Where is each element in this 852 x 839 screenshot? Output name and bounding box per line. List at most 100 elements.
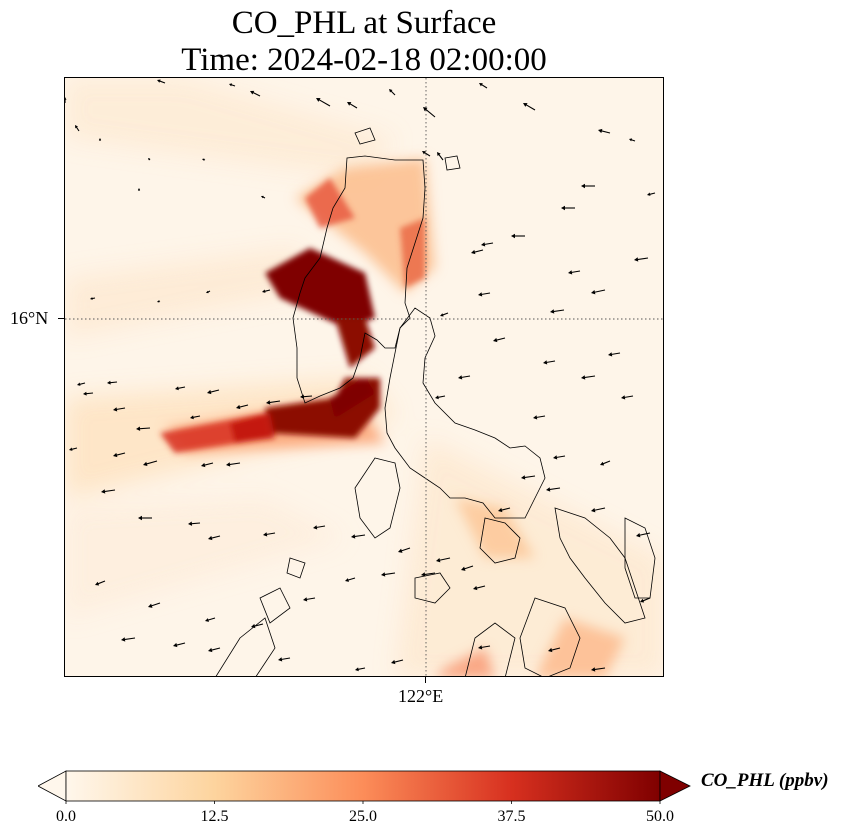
map-title: CO_PHL at Surface (231, 5, 497, 41)
wind-arrow (533, 415, 546, 420)
wind-arrow (478, 645, 491, 650)
wind-arrow (521, 475, 536, 480)
wind-arrow (481, 242, 494, 247)
wind-arrow (398, 547, 411, 553)
colorbar (38, 770, 691, 804)
wind-arrow (157, 79, 166, 84)
wind-arrow (143, 460, 158, 467)
wind-arrow (381, 572, 396, 577)
wind-arrow (581, 183, 595, 189)
wind-arrow (351, 534, 366, 539)
wind-arrow (473, 585, 486, 591)
wind-arrow (148, 158, 151, 161)
coastline-segment (444, 155, 461, 171)
wind-arrow (389, 89, 396, 96)
colorbar-body (65, 770, 661, 802)
wind-arrow (206, 290, 211, 294)
colorbar-tick-label: 12.5 (200, 808, 229, 825)
colorbar-tick-label: 0.0 (56, 808, 76, 825)
wind-arrow (175, 386, 186, 391)
wind-arrow (77, 382, 86, 386)
wind-arrow (83, 391, 94, 396)
wind-arrow (511, 233, 525, 239)
coastline-segment (354, 457, 401, 539)
coastline-segment (292, 155, 426, 404)
wind-arrow (608, 352, 621, 357)
wind-arrow (226, 462, 241, 467)
wind-arrow (205, 617, 216, 622)
wind-arrow (581, 375, 596, 380)
wind-arrow (138, 515, 152, 521)
coastline-segment (286, 557, 306, 579)
wind-arrow (493, 337, 506, 343)
wind-arrow (229, 83, 236, 87)
wind-arrow (591, 289, 606, 295)
wind-arrow (546, 487, 561, 492)
wind-arrow (421, 572, 436, 577)
colorbar-tick-label: 37.5 (497, 808, 526, 825)
wind-arrow (523, 103, 536, 111)
wind-arrow (98, 138, 102, 141)
wind-arrow (300, 394, 313, 399)
wind-arrow (208, 535, 221, 541)
wind-arrow (266, 400, 281, 405)
wind-arrow (440, 312, 449, 317)
wind-arrow (600, 460, 611, 466)
wind-arrow (435, 395, 446, 400)
colorbar-label: CO_PHL (ppbv) (701, 770, 829, 791)
wind-arrow (561, 205, 575, 211)
wind-arrow (313, 525, 326, 530)
coastline-segment (259, 587, 291, 624)
wind-arrow (121, 637, 136, 642)
longitude-tick-mark (425, 677, 426, 683)
wind-arrow (263, 532, 276, 537)
wind-arrow (598, 128, 611, 134)
wind-arrow (391, 659, 404, 665)
wind-arrow (202, 158, 206, 161)
wind-arrow (188, 521, 201, 526)
wind-arrow (647, 192, 656, 196)
wind-arrow (629, 138, 636, 142)
map-panel[interactable] (64, 77, 664, 677)
longitude-tick-label: 122°E (398, 686, 444, 706)
coastline-segment (519, 597, 581, 676)
coastline-segment (354, 127, 376, 145)
latitude-tick-mark (58, 318, 64, 319)
wind-arrow (355, 667, 366, 672)
wind-arrow (75, 125, 80, 132)
wind-arrow (113, 452, 126, 458)
wind-arrow (157, 300, 161, 303)
wind-arrow (437, 152, 444, 161)
wind-arrow (251, 623, 264, 629)
coastline-segment (384, 307, 546, 519)
coastline-segment (215, 617, 276, 676)
wind-arrow (458, 375, 471, 380)
wind-arrow (137, 188, 141, 191)
wind-arrow (471, 249, 484, 255)
colorbar-tick-label: 25.0 (349, 808, 377, 825)
map-canvas (65, 78, 663, 676)
wind-arrow (173, 642, 186, 648)
wind-arrow (278, 657, 291, 662)
wind-arrow (479, 83, 488, 89)
wind-arrow (550, 309, 565, 314)
wind-arrow (568, 270, 581, 275)
wind-arrow (90, 297, 96, 300)
wind-arrow (548, 647, 561, 653)
map-subtitle-time: Time: 2024-02-18 02:00:00 (181, 42, 547, 78)
wind-arrow (461, 565, 474, 571)
wind-arrow (621, 395, 634, 400)
latitude-tick-label: 16°N (10, 308, 49, 328)
colorbar-extend-min (38, 770, 67, 802)
wind-arrow (591, 667, 606, 672)
wind-arrow (262, 289, 271, 293)
wind-arrow (190, 415, 201, 420)
wind-arrow (436, 557, 451, 563)
colorbar-tick-label: 50.0 (646, 808, 674, 825)
wind-arrow (543, 360, 556, 365)
coastline-segment (479, 517, 521, 564)
wind-arrow (634, 257, 649, 262)
wind-arrow (303, 597, 316, 602)
wind-vectors (65, 79, 656, 672)
wind-arrow (636, 532, 651, 538)
